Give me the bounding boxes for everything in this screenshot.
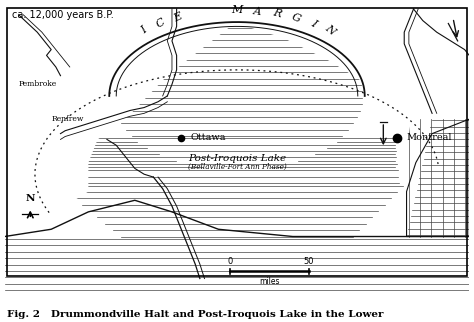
Text: I: I (310, 18, 319, 29)
Text: Renfrew: Renfrew (51, 115, 83, 123)
Text: Post-Iroquois Lake: Post-Iroquois Lake (188, 154, 286, 163)
Text: Montreal: Montreal (407, 134, 452, 142)
Polygon shape (407, 119, 469, 236)
Text: 0: 0 (228, 257, 233, 266)
Text: Pembroke: Pembroke (18, 80, 57, 88)
Text: E: E (173, 12, 184, 24)
Text: N: N (323, 23, 337, 37)
Polygon shape (5, 3, 260, 236)
Polygon shape (109, 22, 365, 138)
Text: C: C (154, 17, 166, 30)
Text: G: G (290, 11, 302, 24)
Text: ca. 12,000 years B.P.: ca. 12,000 years B.P. (12, 11, 113, 21)
Text: (Bellaville-Fort Ann Phase): (Bellaville-Fort Ann Phase) (188, 163, 286, 171)
Text: N: N (26, 194, 35, 203)
Text: 50: 50 (304, 257, 314, 266)
Text: miles: miles (259, 277, 280, 286)
Polygon shape (5, 200, 469, 293)
Text: R: R (272, 8, 283, 20)
Text: I: I (139, 25, 149, 35)
Polygon shape (237, 3, 469, 134)
Text: M: M (231, 5, 243, 15)
Text: Ottawa: Ottawa (191, 134, 226, 142)
Text: Fig. 2   Drummondville Halt and Post-Iroquois Lake in the Lower: Fig. 2 Drummondville Halt and Post-Iroqu… (7, 310, 383, 319)
Text: A: A (253, 6, 262, 17)
